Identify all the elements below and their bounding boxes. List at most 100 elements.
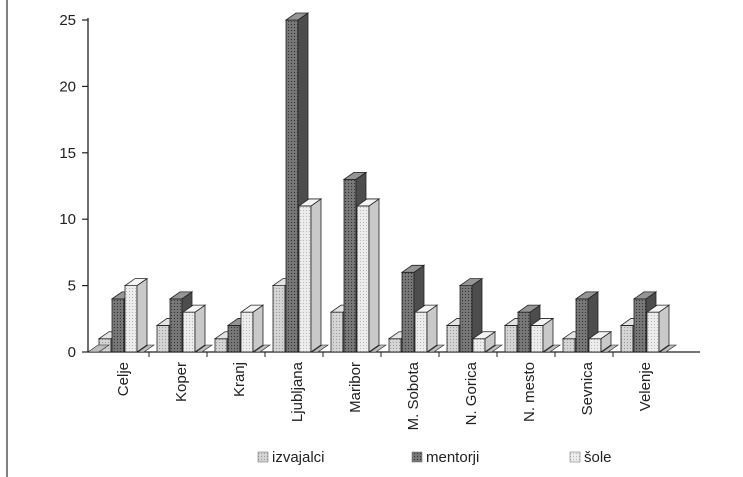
bar-top — [574, 291, 600, 300]
bar-front — [111, 298, 125, 353]
y-tick-label: 15 — [59, 145, 76, 162]
x-category-label: Celje — [115, 362, 132, 396]
bar-front — [504, 325, 518, 353]
bar-floor — [427, 344, 445, 353]
bar-top — [168, 291, 194, 300]
bar-front — [575, 298, 589, 353]
bar-šole — [181, 304, 207, 353]
bar-top — [239, 304, 265, 313]
bar-front — [285, 19, 299, 353]
bar-side — [368, 198, 380, 353]
bar-top — [355, 198, 381, 207]
x-category-label: Velenje — [637, 362, 654, 411]
legend-swatch — [411, 451, 423, 463]
bar-floor — [253, 344, 271, 353]
bar-front — [646, 311, 660, 353]
bar-front — [227, 325, 241, 353]
y-tick-label: 25 — [59, 12, 76, 29]
bar-šole — [239, 304, 265, 353]
y-tick-label: 10 — [59, 211, 76, 228]
bar-floor — [369, 344, 387, 353]
x-category-label: Maribor — [347, 362, 364, 413]
chart-axes: 0 5 10 15 20 25 — [59, 12, 700, 361]
bar-front — [388, 338, 402, 353]
x-category-label: Kranj — [231, 362, 248, 397]
bar-šole — [471, 330, 497, 353]
x-category-label: Sevnica — [579, 361, 596, 415]
bar-floor — [87, 344, 110, 353]
legend-item-izvajalci: izvajalci — [257, 449, 325, 466]
bar-front — [459, 285, 473, 353]
y-tick-label: 5 — [68, 278, 76, 295]
bar-side — [658, 304, 670, 353]
bar-top — [400, 264, 426, 273]
bar-front — [517, 311, 531, 353]
bar-top — [284, 12, 310, 21]
bar-šole — [413, 304, 439, 353]
bar-floor — [659, 344, 677, 353]
y-tick-label: 0 — [68, 344, 76, 361]
chart-legend: izvajalci mentorji šole — [257, 449, 612, 466]
bar-front — [446, 325, 460, 353]
bar-front — [272, 285, 286, 353]
bar-top — [297, 198, 323, 207]
bar-front — [356, 205, 370, 353]
bar-front — [414, 311, 428, 353]
bar-front — [124, 285, 138, 353]
bar-mentorji — [574, 291, 600, 353]
bar-šole — [529, 317, 555, 353]
bar-front — [240, 311, 254, 353]
bar-top — [413, 304, 439, 313]
x-category-label: N. Gorica — [463, 361, 480, 425]
bar-side — [136, 277, 148, 353]
legend-swatch — [257, 451, 269, 463]
bar-side — [310, 198, 322, 353]
bar-šole — [297, 198, 323, 353]
bar-top — [587, 331, 613, 340]
bar-side — [426, 304, 438, 353]
bar-front — [169, 298, 183, 353]
bar-front — [343, 178, 357, 353]
x-category-label: M. Sobota — [405, 361, 422, 430]
bar-šole — [123, 277, 149, 353]
bar-front — [156, 325, 170, 353]
bar-šole — [645, 304, 671, 353]
bar-floor — [601, 344, 619, 353]
bar-side — [194, 304, 206, 353]
bar-front — [214, 338, 228, 353]
bar-front — [472, 338, 486, 353]
x-category-label: Ljubljana — [289, 361, 306, 422]
bar-side — [252, 304, 264, 353]
bar-floor — [195, 344, 213, 353]
bar-top — [516, 304, 542, 313]
bar-floor — [137, 344, 155, 353]
bar-top — [645, 304, 671, 313]
legend-item-mentorji: mentorji — [411, 449, 479, 466]
bar-top — [342, 171, 368, 180]
bar-mentorji — [458, 277, 484, 353]
bar-top — [181, 304, 207, 313]
chart-bars — [87, 12, 677, 357]
bar-top — [529, 318, 555, 326]
legend-label: mentorji — [426, 449, 479, 466]
x-category-label: N. mesto — [521, 362, 538, 422]
bar-top — [632, 291, 658, 300]
legend-label: šole — [584, 449, 612, 466]
bar-front — [562, 338, 576, 353]
bar-front — [330, 311, 344, 353]
bar-floor — [543, 344, 561, 353]
bar-front — [588, 338, 602, 353]
bar-front — [401, 271, 415, 353]
x-category-label: Koper — [173, 362, 190, 402]
bar-front — [620, 325, 634, 353]
legend-label: izvajalci — [272, 449, 325, 466]
bar-front — [633, 298, 647, 353]
legend-swatch — [569, 451, 581, 463]
bar-top — [458, 278, 484, 287]
bar-top — [471, 331, 497, 340]
bar-front — [530, 325, 544, 353]
y-tick-label: 20 — [59, 78, 76, 95]
bar-šole — [355, 198, 381, 353]
bar-floor — [485, 344, 503, 353]
